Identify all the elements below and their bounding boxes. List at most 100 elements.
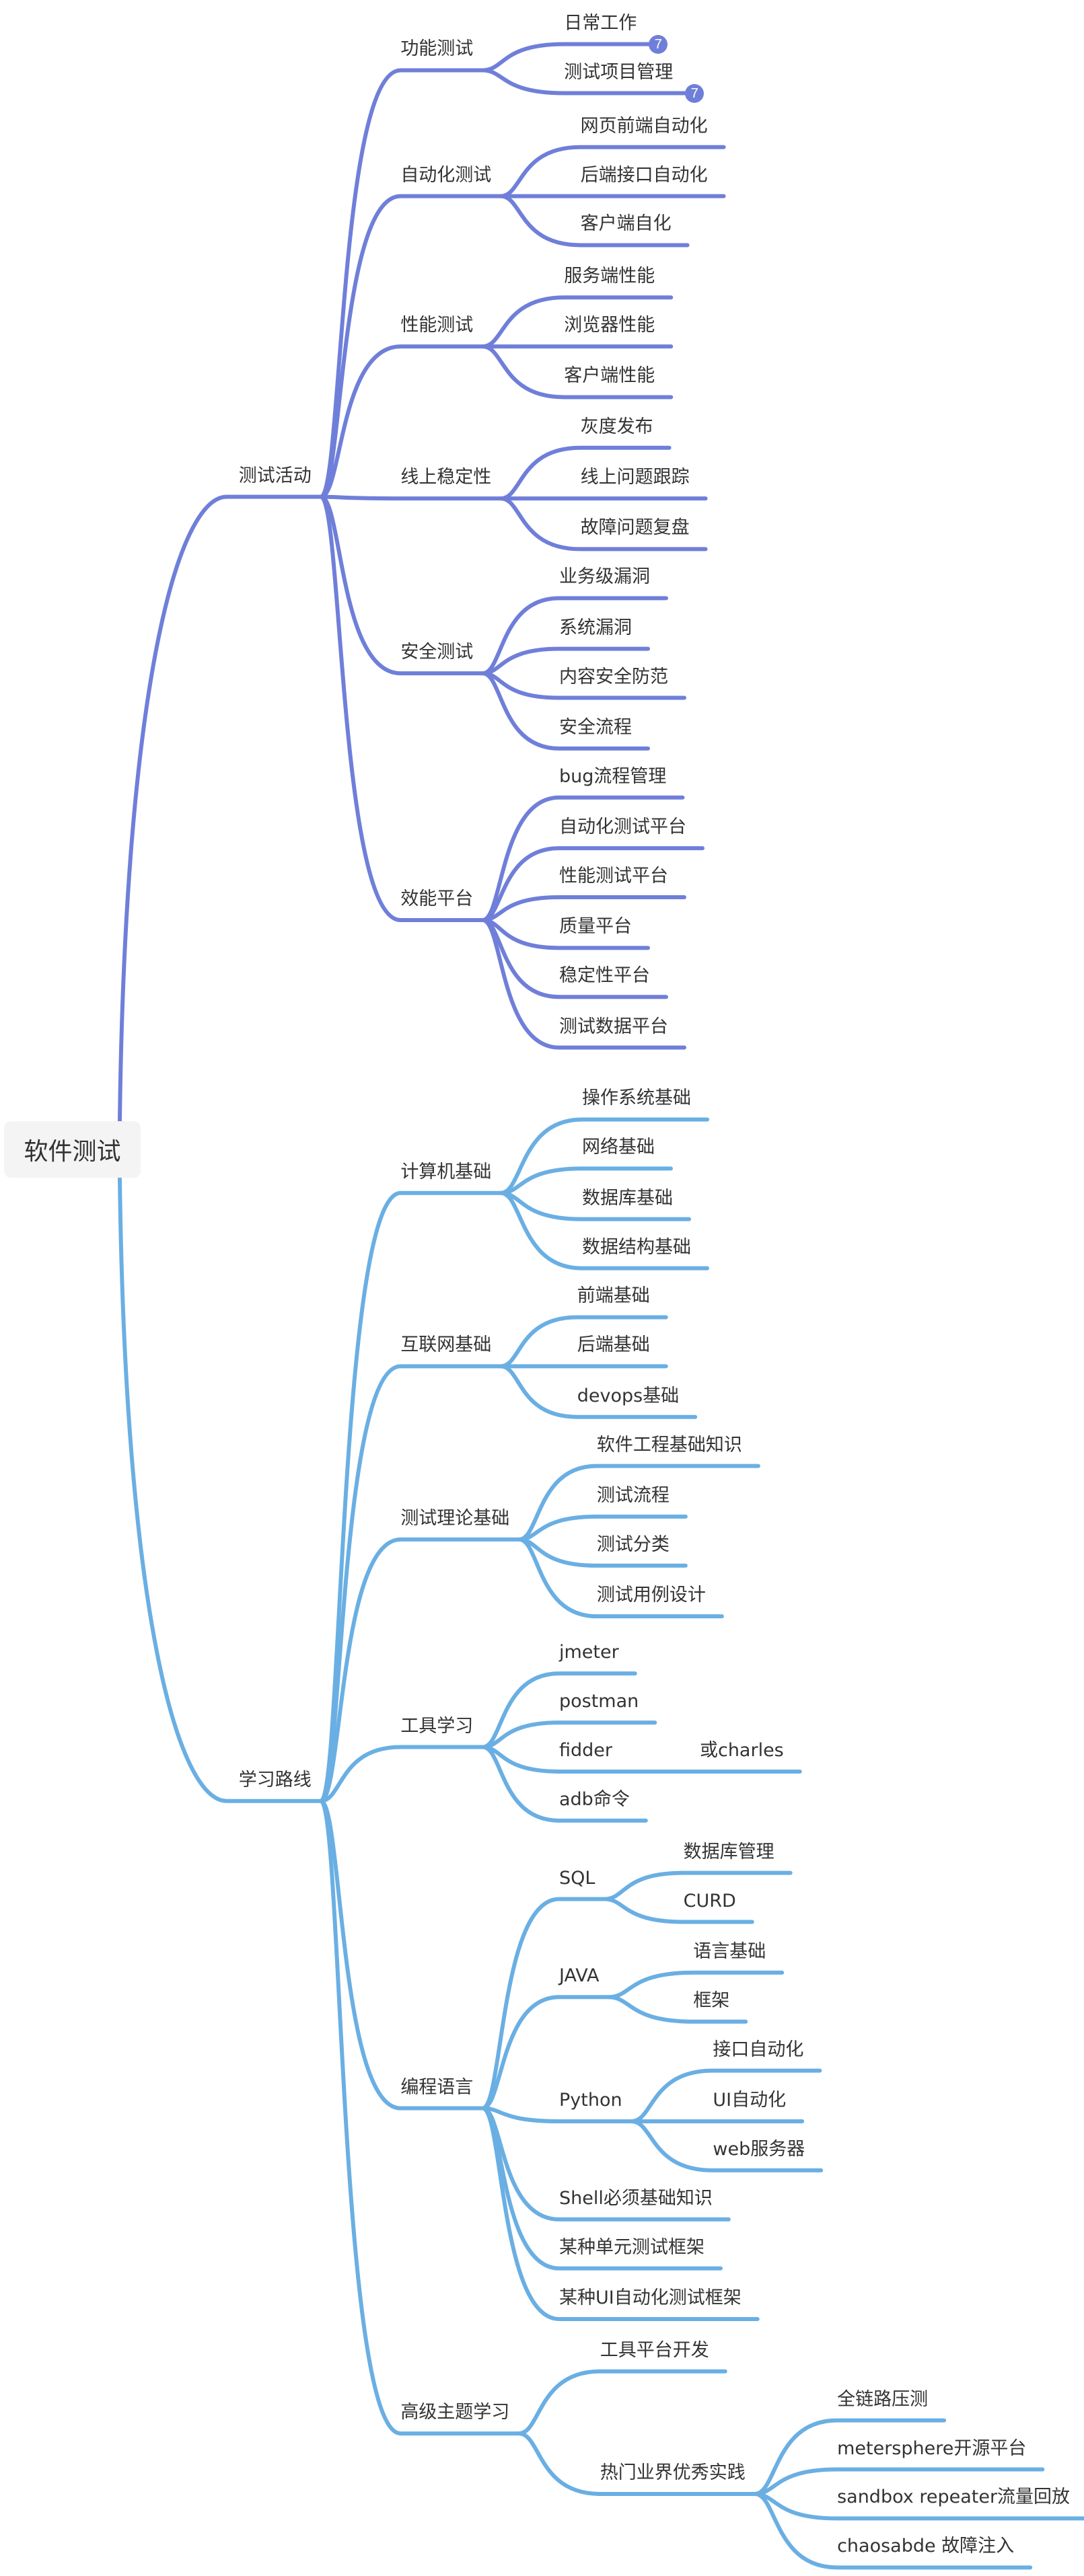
branch-line — [499, 1315, 668, 1369]
branch-line — [499, 496, 708, 552]
topic-node[interactable]: 安全测试 — [400, 642, 474, 663]
leaf-node[interactable]: 测试项目管理 — [564, 61, 674, 83]
topic-node[interactable]: 互联网基础 — [400, 1334, 492, 1356]
leaf-node[interactable]: 接口自动化 — [713, 2039, 804, 2060]
branch-line — [318, 194, 503, 499]
leaf-node[interactable]: CURD — [683, 1890, 736, 1911]
leaf-node[interactable]: 框架 — [693, 1990, 730, 2011]
leaf-node[interactable]: 自动化测试平台 — [559, 817, 686, 838]
topic-node[interactable]: JAVA — [559, 1965, 600, 1987]
topic-node[interactable]: 热门业界优秀实践 — [600, 2462, 746, 2483]
branch-line — [318, 1537, 521, 1803]
leaf-node[interactable]: 日常工作 — [564, 12, 637, 34]
leaf-node[interactable]: 后端基础 — [577, 1334, 650, 1356]
leaf-node[interactable]: adb命令 — [559, 1788, 630, 1810]
leaf-node[interactable]: 内容安全防范 — [559, 666, 668, 687]
branch-line — [318, 68, 485, 499]
branch-line — [318, 494, 485, 676]
leaf-node[interactable]: 软件工程基础知识 — [596, 1434, 742, 1455]
topic-node[interactable]: 测试活动 — [238, 465, 312, 486]
leaf-node[interactable]: 操作系统基础 — [582, 1088, 692, 1109]
branch-line — [318, 1190, 503, 1803]
topic-node[interactable]: 测试理论基础 — [400, 1507, 510, 1529]
leaf-node[interactable]: 网页前端自动化 — [580, 115, 708, 137]
leaf-node[interactable]: UI自动化 — [713, 2089, 787, 2111]
note-count-badge[interactable]: 7 — [685, 83, 704, 103]
leaf-node[interactable]: 性能测试平台 — [559, 865, 668, 886]
leaf-node[interactable]: 客户端自化 — [580, 213, 672, 235]
branch-line — [752, 2491, 1033, 2570]
root-node[interactable]: 软件测试 — [4, 1121, 141, 1178]
leaf-node[interactable]: 安全流程 — [559, 716, 632, 738]
leaf-node[interactable]: sandbox repeater流量回放 — [837, 2487, 1071, 2508]
leaf-node[interactable]: 灰度发布 — [580, 416, 653, 437]
branch-line — [318, 494, 485, 923]
branch-line — [602, 1897, 754, 1924]
branch-line — [318, 1364, 503, 1803]
leaf-node[interactable]: 前端基础 — [577, 1285, 650, 1307]
branch-line — [480, 846, 705, 923]
branch-line — [629, 2068, 822, 2123]
leaf-node[interactable]: 稳定性平台 — [559, 965, 650, 987]
topic-node[interactable]: 自动化测试 — [400, 164, 492, 186]
branch-line — [480, 2106, 634, 2123]
leaf-node[interactable]: 测试数据平台 — [559, 1016, 668, 1037]
branch-line — [499, 145, 726, 198]
topic-node[interactable]: 编程语言 — [400, 2076, 474, 2098]
topic-node[interactable]: 效能平台 — [400, 888, 474, 909]
leaf-node[interactable]: jmeter — [559, 1642, 619, 1663]
leaf-node[interactable]: 数据结构基础 — [582, 1236, 692, 1258]
leaf-node[interactable]: 系统漏洞 — [559, 617, 632, 638]
leaf-node[interactable]: fidder — [559, 1739, 612, 1761]
branch-line — [480, 596, 669, 676]
leaf-node[interactable]: Shell必须基础知识 — [559, 2187, 713, 2209]
branch-line — [318, 1798, 521, 2436]
leaf-node[interactable]: 测试流程 — [596, 1484, 670, 1506]
leaf-node[interactable]: 语言基础 — [693, 1940, 766, 1962]
leaf-node[interactable]: 测试用例设计 — [596, 1585, 706, 1606]
branch-line — [499, 1166, 674, 1195]
leaf-node[interactable]: 后端接口自动化 — [580, 164, 708, 186]
topic-node[interactable]: Python — [559, 2089, 622, 2111]
leaf-node[interactable]: 某种UI自动化测试框架 — [559, 2287, 742, 2308]
leaf-node[interactable]: 测试分类 — [596, 1533, 670, 1555]
topic-node[interactable]: 工具学习 — [400, 1715, 474, 1737]
leaf-node[interactable]: 工具平台开发 — [600, 2339, 709, 2361]
leaf-node[interactable]: 数据库基础 — [582, 1187, 674, 1209]
leaf-node[interactable]: 全链路压测 — [837, 2388, 929, 2410]
leaf-node[interactable]: devops基础 — [577, 1385, 680, 1406]
branch-line — [480, 295, 674, 349]
leaf-node[interactable]: 网络基础 — [582, 1137, 655, 1158]
topic-node[interactable]: 线上稳定性 — [400, 467, 492, 488]
topic-node[interactable]: 性能测试 — [400, 315, 474, 336]
branch-line — [480, 1671, 637, 1749]
topic-node[interactable]: 学习路线 — [238, 1769, 312, 1790]
leaf-node[interactable]: 故障问题复盘 — [580, 517, 690, 539]
leaf-node[interactable]: chaosabde 故障注入 — [837, 2536, 1015, 2557]
topic-node[interactable]: 功能测试 — [400, 38, 474, 60]
topic-node[interactable]: SQL — [559, 1867, 595, 1889]
branch-line — [517, 1514, 688, 1542]
leaf-node[interactable]: 业务级漏洞 — [559, 566, 650, 588]
leaf-node[interactable]: 客户端性能 — [564, 365, 655, 387]
leaf-node[interactable]: postman — [559, 1691, 639, 1712]
branch-line — [318, 494, 503, 501]
topic-node[interactable]: 计算机基础 — [400, 1161, 492, 1182]
branch-line — [499, 1190, 710, 1271]
leaf-node[interactable]: 服务端性能 — [564, 266, 655, 287]
leaf-node[interactable]: web服务器 — [713, 2138, 805, 2160]
branch-line — [517, 2431, 757, 2496]
branch-line — [318, 344, 485, 499]
branch-line — [480, 671, 651, 751]
leaf-node[interactable]: 线上问题跟踪 — [580, 467, 690, 488]
leaf-node[interactable]: 浏览器性能 — [564, 315, 655, 336]
leaf-node[interactable]: 质量平台 — [559, 916, 632, 938]
branch-line — [752, 2418, 947, 2496]
leaf-node[interactable]: 数据库管理 — [683, 1841, 774, 1862]
leaf-node[interactable]: metersphere开源平台 — [837, 2437, 1027, 2459]
leaf-node[interactable]: 某种单元测试框架 — [559, 2236, 704, 2258]
topic-node[interactable]: 高级主题学习 — [400, 2402, 510, 2423]
leaf-node[interactable]: bug流程管理 — [559, 765, 667, 787]
note-count-badge[interactable]: 7 — [649, 34, 668, 54]
